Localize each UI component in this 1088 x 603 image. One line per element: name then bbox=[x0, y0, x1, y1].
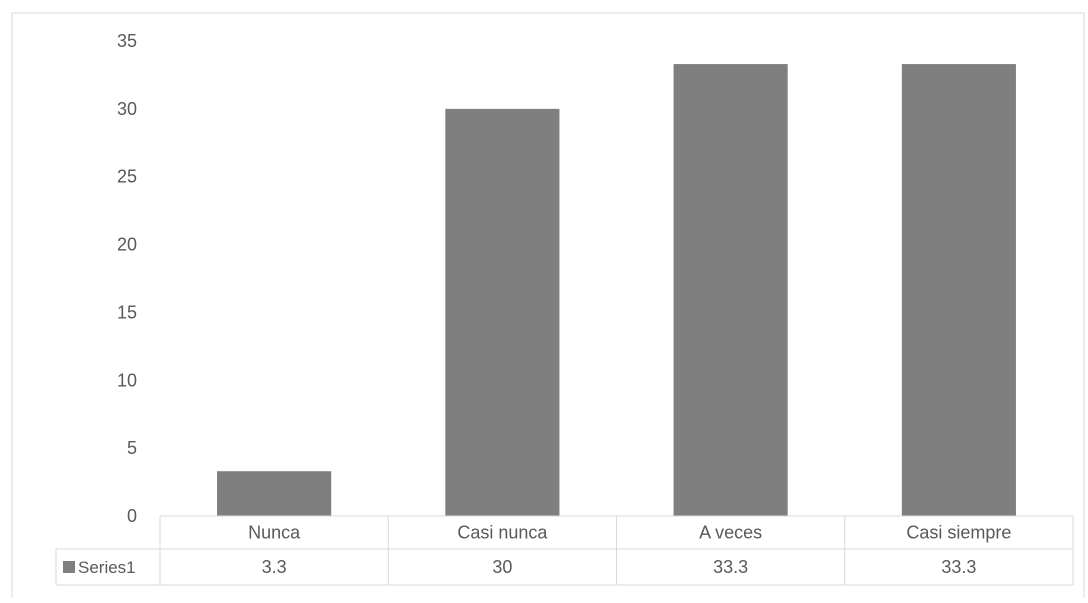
data-cell-value: 3.3 bbox=[262, 557, 287, 577]
y-axis: 0 5 10 15 20 25 30 35 bbox=[117, 31, 137, 526]
y-tick-label: 5 bbox=[127, 438, 137, 458]
category-label: Casi nunca bbox=[457, 523, 548, 543]
category-label: Nunca bbox=[248, 523, 301, 543]
bar bbox=[217, 471, 332, 516]
bar bbox=[673, 64, 788, 517]
category-label: A veces bbox=[699, 523, 762, 543]
y-tick-label: 20 bbox=[117, 235, 137, 255]
category-label: Casi siempre bbox=[906, 523, 1011, 543]
data-cell-value: 30 bbox=[492, 557, 512, 577]
bar bbox=[901, 64, 1016, 517]
bars bbox=[217, 64, 1016, 517]
y-tick-label: 35 bbox=[117, 31, 137, 51]
y-tick-label: 10 bbox=[117, 370, 137, 390]
data-table: Nunca Casi nunca A veces Casi siempre 3.3 30 3… bbox=[55, 515, 1074, 586]
data-cell-value: 33.3 bbox=[713, 557, 748, 577]
y-tick-label: 0 bbox=[127, 506, 137, 526]
y-tick-label: 30 bbox=[117, 99, 137, 119]
data-cell-value: 33.3 bbox=[941, 557, 976, 577]
y-tick-label: 25 bbox=[117, 167, 137, 187]
legend-series-name: Series1 bbox=[78, 558, 136, 577]
legend-swatch bbox=[63, 561, 75, 573]
y-tick-label: 15 bbox=[117, 302, 137, 322]
bar bbox=[445, 108, 560, 516]
